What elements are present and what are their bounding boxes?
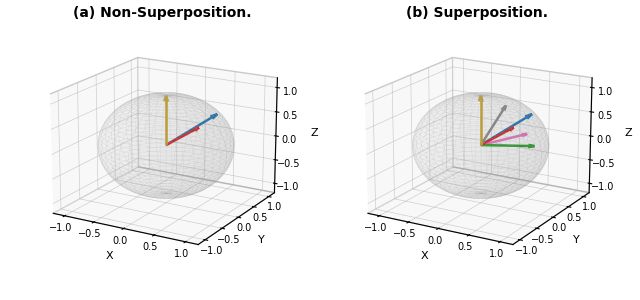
X-axis label: X: X (106, 251, 113, 261)
X-axis label: X: X (420, 251, 428, 261)
Title: (b) Superposition.: (b) Superposition. (406, 6, 548, 20)
Y-axis label: Y: Y (573, 236, 579, 245)
Y-axis label: Y: Y (258, 236, 264, 245)
Title: (a) Non-Superposition.: (a) Non-Superposition. (74, 6, 252, 20)
